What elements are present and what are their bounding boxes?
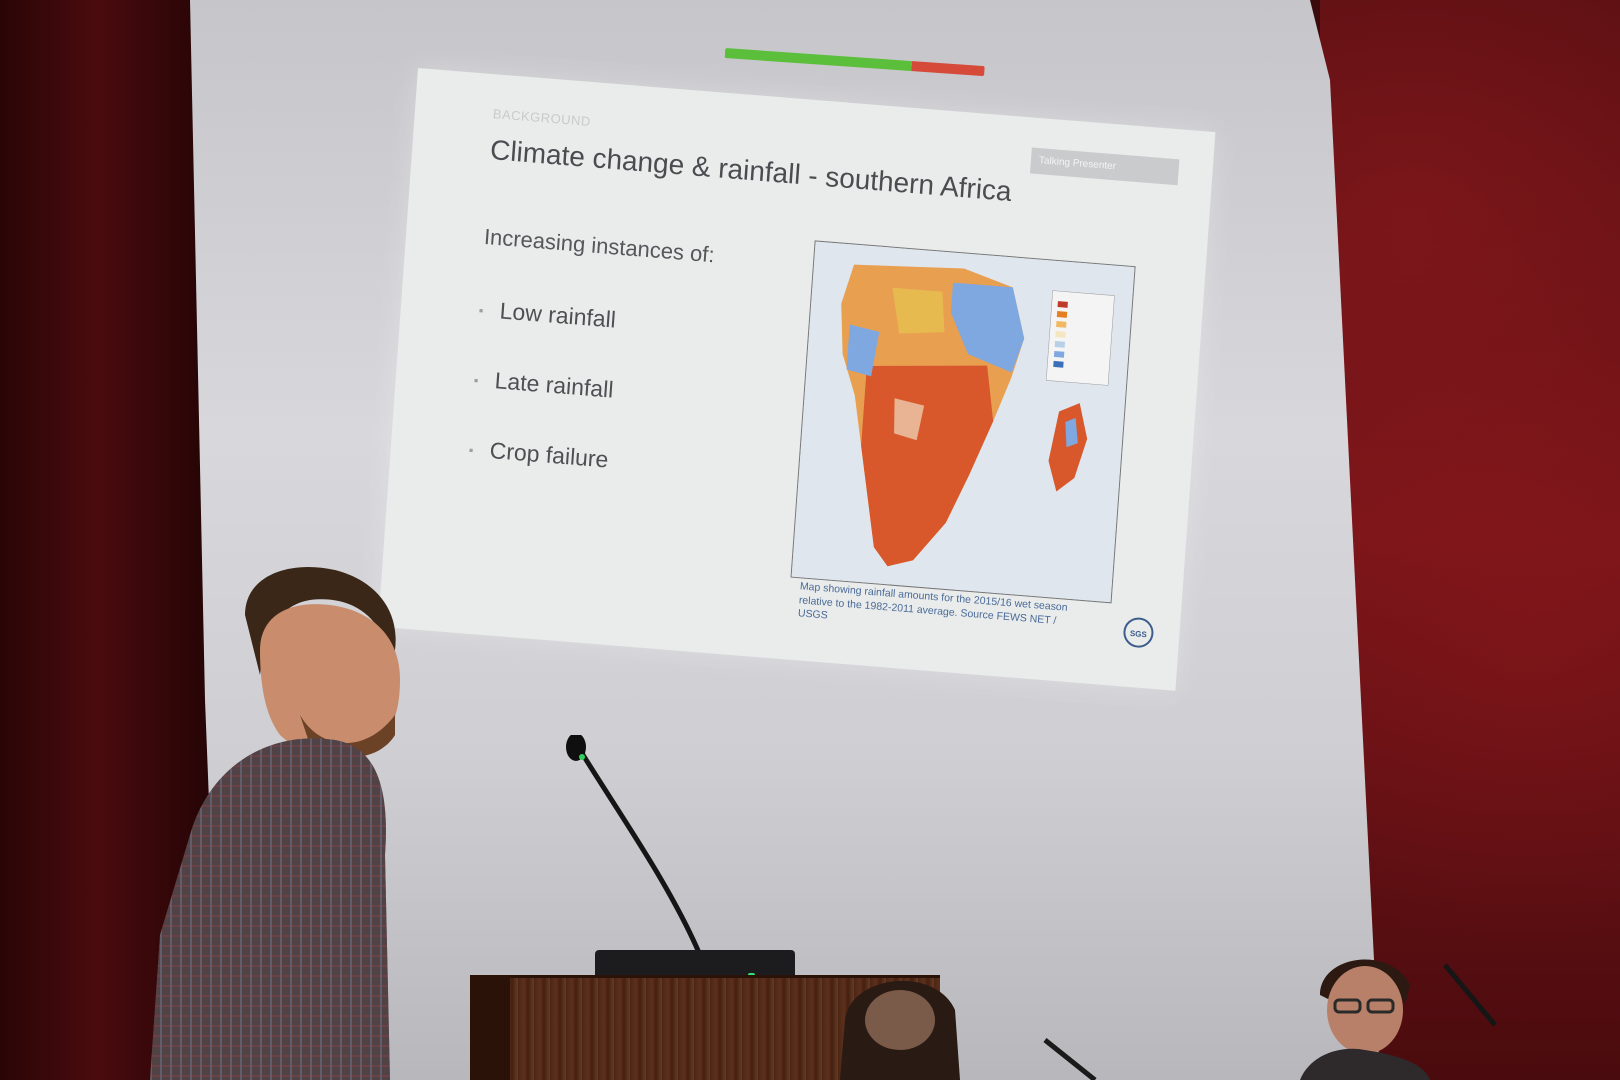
bullet-dot-icon: ▪ [468, 442, 474, 459]
slide-section-label: BACKGROUND [492, 106, 592, 130]
slide-tag: Talking Presenter [1030, 147, 1180, 186]
presentation-slide: BACKGROUND Talking Presenter Climate cha… [377, 68, 1216, 691]
bullet-item: ▪ Crop failure [468, 435, 609, 473]
bullet-item: ▪ Low rainfall [478, 296, 617, 334]
bullet-text: Late rainfall [493, 367, 615, 403]
bullet-dot-icon: ▪ [473, 372, 479, 389]
africa-map-graphic [791, 241, 1135, 603]
slide-title: Climate change & rainfall - southern Afr… [489, 134, 1013, 207]
seated-attendee-center [840, 980, 960, 1080]
table-microphone [1043, 1038, 1097, 1080]
seated-attendee-right [1300, 959, 1497, 1080]
rainfall-anomaly-map [790, 240, 1136, 604]
bullet-text: Crop failure [488, 437, 610, 473]
bullet-dot-icon: ▪ [478, 303, 484, 319]
presenter-person [150, 567, 400, 1080]
bullet-text: Low rainfall [498, 297, 617, 333]
podium-edge [470, 975, 510, 1080]
microphone-gooseneck [566, 735, 703, 956]
usgs-logo: SGS [1122, 616, 1155, 649]
slide-intro: Increasing instances of: [483, 223, 716, 268]
bullet-item: ▪ Late rainfall [473, 366, 614, 404]
